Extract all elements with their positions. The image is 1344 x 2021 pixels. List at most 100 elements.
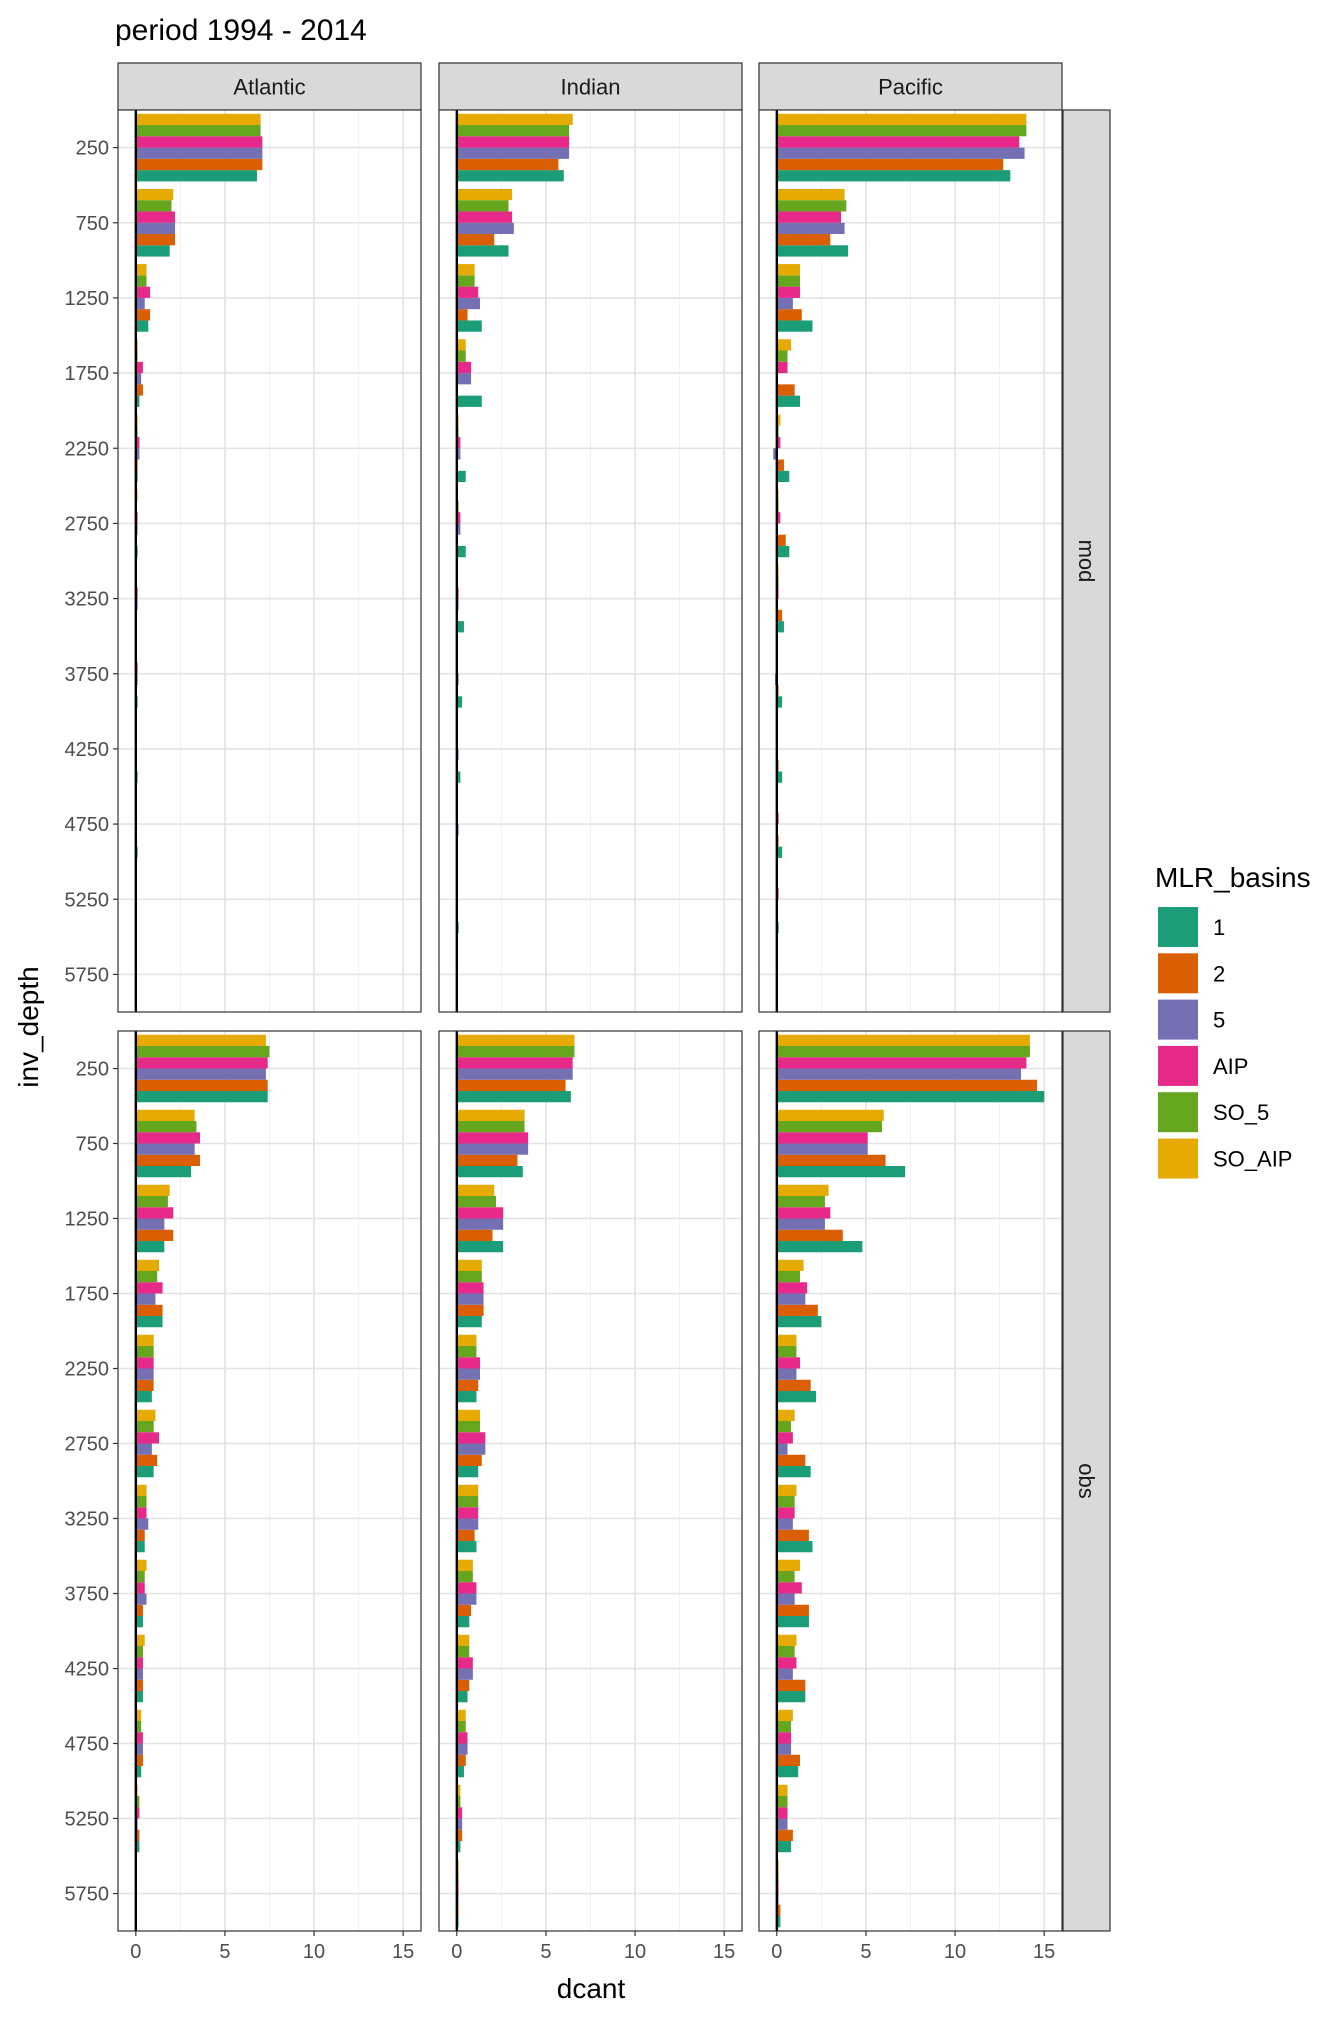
bar-so-aip — [135, 1484, 147, 1496]
x-tick-label: 10 — [303, 1941, 325, 1963]
bar-so-5 — [456, 1796, 461, 1808]
y-tick-label: 2250 — [65, 1359, 110, 1381]
bar-2 — [776, 234, 831, 246]
bar-so-aip — [776, 339, 792, 351]
bar-5 — [456, 1518, 479, 1530]
bar-aip — [776, 1132, 868, 1144]
bar-5 — [776, 1368, 797, 1380]
bar-1 — [135, 1466, 154, 1478]
bar-2 — [135, 1679, 143, 1691]
bar-5 — [776, 1743, 792, 1755]
bar-1 — [135, 1541, 145, 1553]
bar-so-aip — [776, 264, 800, 276]
facet-panels: Atlantic Indian Pacific mod obs 250 750 1250 175… — [65, 62, 1111, 1963]
bar-aip — [456, 1057, 573, 1069]
y-tick-label: 1250 — [65, 288, 110, 310]
bar-2 — [776, 1904, 781, 1916]
bar-1 — [135, 1166, 192, 1178]
panel-border — [117, 1030, 422, 1932]
bar-2 — [776, 1454, 806, 1466]
legend-swatch — [1158, 1092, 1198, 1133]
bar-1 — [776, 1766, 799, 1778]
bar-2 — [456, 1079, 566, 1091]
bar-so-5 — [135, 1721, 142, 1733]
bar-so-5 — [776, 1571, 795, 1583]
bar-aip — [135, 1582, 145, 1594]
bar-1 — [776, 1091, 1045, 1103]
bar-5 — [456, 297, 480, 310]
panel-border — [438, 1030, 743, 1932]
bar-so-5 — [776, 200, 847, 212]
bar-so-5 — [456, 1121, 525, 1133]
bar-1 — [776, 320, 813, 332]
bar-so-aip — [456, 188, 513, 201]
bar-2 — [456, 1829, 463, 1841]
bar-5 — [776, 1143, 868, 1155]
legend-swatch — [1158, 907, 1198, 947]
bar-2 — [135, 1079, 268, 1091]
bar-2 — [456, 1304, 484, 1316]
bar-so-aip — [776, 1034, 1030, 1046]
bar-2 — [135, 158, 263, 171]
legend-label: 2 — [1213, 961, 1225, 986]
bar-5 — [456, 1068, 573, 1080]
bar-5 — [135, 1518, 149, 1530]
bar-2 — [456, 1154, 518, 1166]
bar-aip — [456, 1807, 463, 1819]
panel-border — [758, 109, 1063, 1013]
bar-5 — [456, 1218, 504, 1230]
y-tick-label: 4750 — [65, 814, 110, 836]
bar-so-5 — [776, 1121, 882, 1133]
y-tick-label: 4250 — [65, 739, 110, 761]
bar-2 — [135, 1604, 143, 1616]
bar-1 — [776, 1691, 806, 1703]
y-tick-label: 1750 — [65, 1284, 110, 1306]
bar-1 — [135, 245, 170, 257]
bar-5 — [456, 1368, 480, 1380]
bar-so-aip — [776, 1409, 795, 1421]
bar-aip — [776, 512, 781, 524]
bar-5 — [776, 1443, 788, 1455]
bar-2 — [135, 1454, 158, 1466]
bar-aip — [456, 1207, 504, 1219]
y-tick-label: 3750 — [65, 664, 110, 686]
bar-aip — [776, 1507, 795, 1519]
bar-so-aip — [456, 1559, 473, 1571]
bar-1 — [776, 1841, 792, 1853]
bar-so-aip — [456, 1484, 479, 1496]
bar-2 — [776, 309, 802, 321]
bar-2 — [776, 1754, 800, 1766]
panel-obs-atlantic: 250 750 1250 1750 2250 2750 3250 3750 4250 4750 52… — [65, 1030, 422, 1963]
bar-5 — [456, 523, 461, 535]
bar-aip — [456, 436, 461, 449]
bar-2 — [776, 1529, 809, 1541]
panel-border — [438, 109, 743, 1013]
bar-1 — [135, 1766, 142, 1778]
bar-5 — [456, 222, 514, 235]
legend-swatch — [1158, 999, 1198, 1040]
bar-5 — [456, 1818, 463, 1830]
strip-label-indian: Indian — [561, 75, 621, 100]
bar-1 — [135, 1241, 165, 1253]
bar-so-aip — [456, 264, 475, 276]
bar-5 — [776, 1593, 795, 1605]
bar-aip — [135, 1807, 140, 1819]
legend-item-aip: AIP — [1158, 1045, 1248, 1086]
y-tick-label: 4750 — [65, 1734, 110, 1756]
bar-5 — [135, 1443, 152, 1455]
bar-2 — [135, 1754, 143, 1766]
bar-so-aip — [456, 339, 466, 351]
bar-aip — [135, 436, 140, 449]
bar-so-aip — [135, 1559, 147, 1571]
bar-1 — [135, 395, 140, 407]
bar-so-5 — [135, 1046, 270, 1058]
y-tick-label: 4250 — [65, 1659, 110, 1681]
legend-swatch — [1158, 953, 1198, 994]
bar-5 — [135, 1293, 156, 1305]
bar-1 — [776, 1241, 863, 1253]
bar-1 — [776, 1391, 817, 1403]
bar-aip — [456, 1132, 529, 1144]
bar-2 — [456, 1229, 493, 1241]
bar-so-aip — [776, 1334, 797, 1346]
